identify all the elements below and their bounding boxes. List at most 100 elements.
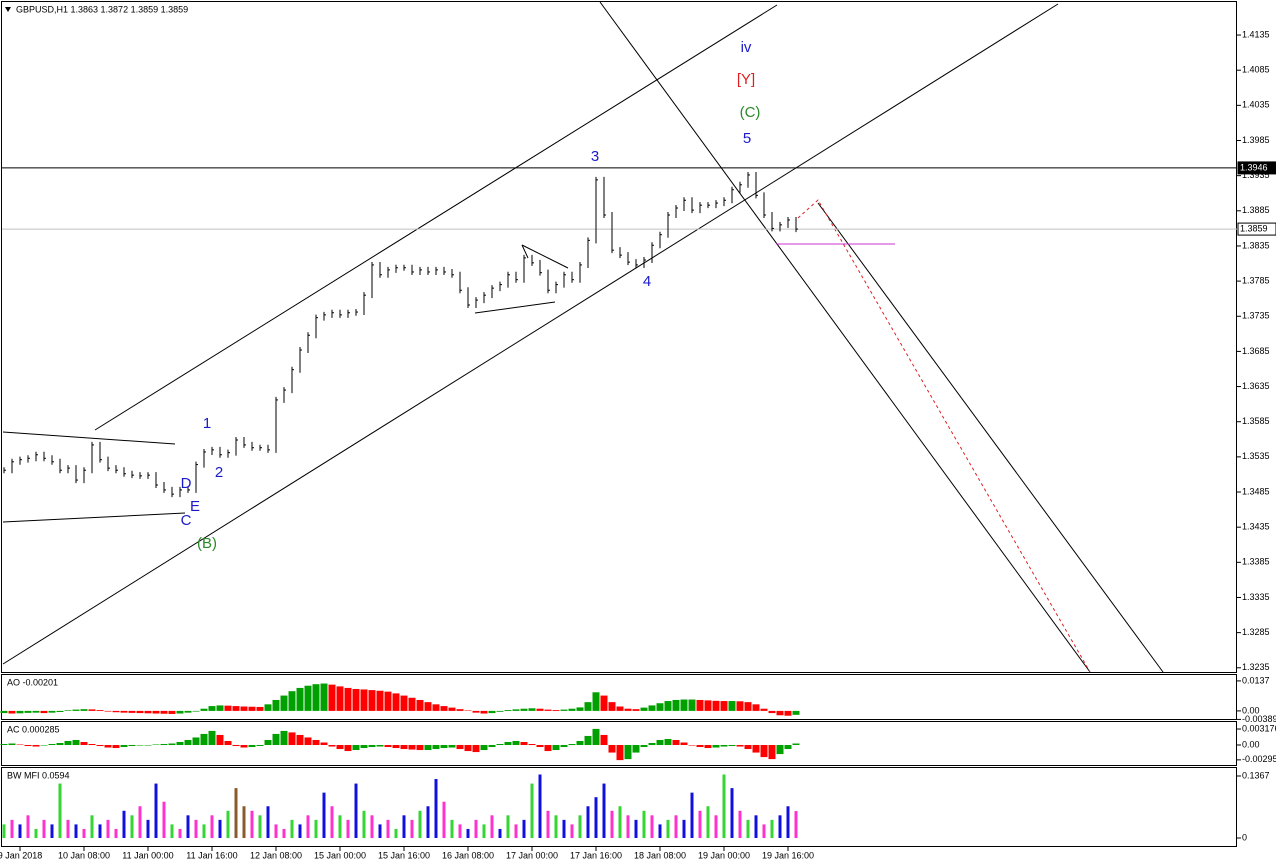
indicator-bar (448, 707, 456, 711)
y-tick-label: -0.00295 (1242, 754, 1276, 764)
y-tick-label: 1.3485 (1242, 486, 1270, 496)
indicator-bar (72, 739, 80, 746)
indicator-bar (762, 824, 766, 839)
indicator-bar (664, 701, 672, 711)
indicator-bar (394, 828, 398, 839)
indicator-bar (656, 703, 664, 711)
indicator-bar (354, 783, 358, 839)
indicator-bar (64, 710, 72, 711)
indicator-bar (312, 684, 320, 711)
indicator-bar (306, 815, 310, 839)
indicator-bar (184, 710, 192, 713)
indicator-bar (680, 699, 688, 711)
indicator-bar (768, 745, 776, 760)
indicator-bar (576, 707, 584, 711)
indicator-bar (768, 710, 776, 714)
indicator-bar (386, 819, 390, 839)
indicator-bar (456, 709, 464, 711)
indicator-bar (714, 815, 718, 839)
indicator-bar (258, 815, 262, 839)
indicator-bar (746, 819, 750, 839)
y-tick-label: 1.3935 (1242, 170, 1270, 180)
triangle-line (474, 301, 556, 314)
indicator-bar (152, 710, 160, 714)
indicator-bar (562, 819, 566, 839)
indicator-bar (168, 743, 176, 746)
indicator-bar (112, 745, 120, 749)
indicator-bar (760, 708, 768, 711)
x-tick-label: 15 Jan 00:00 (314, 850, 366, 860)
indicator-bar (256, 745, 264, 747)
indicator-bar (2, 824, 6, 839)
indicator-bar (736, 701, 744, 711)
indicator-bar (400, 695, 408, 711)
indicator-bar (272, 699, 280, 711)
y-tick-label: 1.3785 (1242, 275, 1270, 285)
indicator-bar (408, 697, 416, 711)
indicator-bar (16, 710, 24, 714)
indicator-bar (784, 745, 792, 750)
indicator-bar (192, 737, 200, 746)
indicator-bar (752, 745, 760, 753)
mfi-frame (1, 767, 1237, 847)
indicator-bar (376, 745, 384, 747)
indicator-bar (264, 704, 272, 711)
x-tick-label: 17 Jan 16:00 (570, 850, 622, 860)
indicator-bar (722, 774, 726, 839)
wave-label: 3 (591, 148, 599, 165)
indicator-bar (464, 745, 472, 752)
indicator-bar (640, 745, 648, 748)
indicator-bar (328, 745, 336, 747)
indicator-bar (752, 704, 760, 711)
indicator-bar (680, 742, 688, 746)
y-tick-label: 0.1367 (1242, 770, 1270, 780)
ac-frame (1, 721, 1237, 766)
indicator-bar (138, 806, 142, 839)
channel-upper (94, 4, 778, 431)
indicator-bar (384, 691, 392, 711)
indicator-bar (706, 806, 710, 839)
indicator-bar (352, 689, 360, 711)
indicator-bar (602, 783, 606, 839)
indicator-bar (618, 806, 622, 839)
wave-label: 4 (643, 273, 651, 290)
indicator-bar (170, 824, 174, 839)
triangle-line (521, 244, 569, 269)
indicator-bar (32, 710, 40, 713)
indicator-bar (240, 745, 248, 748)
y-tick-label: 1.3985 (1242, 135, 1270, 145)
indicator-bar (480, 710, 488, 714)
indicator-bar (96, 710, 104, 711)
indicator-bar (634, 819, 638, 839)
indicator-bar (272, 733, 280, 746)
y-tick-label: 1.3735 (1242, 311, 1270, 321)
indicator-bar (10, 819, 14, 839)
indicator-bar (320, 683, 328, 711)
indicator-bar (82, 828, 86, 839)
indicator-bar (712, 700, 720, 711)
indicator-bar (440, 745, 448, 749)
indicator-bar (594, 797, 598, 839)
indicator-bar (208, 730, 216, 746)
indicator-bar (200, 708, 208, 711)
projection (797, 199, 1091, 673)
y-tick-label: 1.3235 (1242, 662, 1270, 672)
indicator-bar (456, 745, 464, 750)
indicator-bar (424, 745, 432, 751)
indicator-bar (760, 745, 768, 758)
indicator-bar (424, 702, 432, 711)
indicator-bar (792, 710, 800, 715)
indicator-bar (418, 810, 422, 839)
indicator-bar (202, 824, 206, 839)
indicator-bar (248, 745, 256, 748)
y-tick-label: 1.4035 (1242, 100, 1270, 110)
level-box (1237, 222, 1276, 236)
indicator-bar (792, 743, 800, 746)
indicator-bar (624, 708, 632, 711)
indicator-bar (570, 824, 574, 839)
indicator-bar (378, 824, 382, 839)
x-tick-label: 19 Jan 00:00 (698, 850, 750, 860)
indicator-title: BW MFI 0.0594 (7, 770, 70, 780)
y-tick-label: 1.3885 (1242, 205, 1270, 215)
indicator-bar (392, 693, 400, 711)
